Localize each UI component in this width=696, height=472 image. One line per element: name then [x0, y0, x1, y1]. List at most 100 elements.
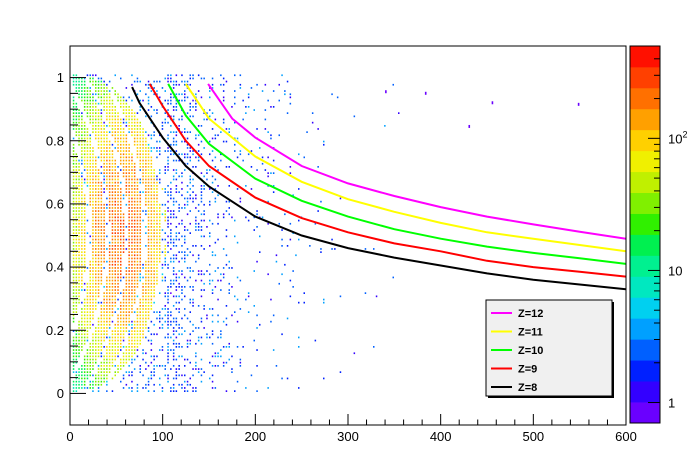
heatmap-cell: [114, 93, 116, 96]
heatmap-cell: [131, 128, 133, 130]
heatmap-cell: [145, 387, 147, 389]
y-tick-label: 0.4: [46, 260, 64, 275]
heatmap-cell: [128, 197, 130, 200]
heatmap-cell: [114, 219, 116, 222]
curve-z-8: [131, 86, 626, 291]
heatmap-cell: [81, 377, 83, 380]
heatmap-cell: [100, 314, 103, 317]
heatmap-cell: [236, 298, 239, 301]
heatmap-cell: [133, 368, 136, 370]
heatmap-cell: [86, 311, 89, 313]
heatmap-cell: [108, 263, 111, 266]
heatmap-cell: [108, 191, 111, 193]
heatmap-cell: [78, 282, 80, 285]
heatmap-cell: [317, 128, 319, 130]
heatmap-cell: [323, 298, 325, 301]
heatmap-cell: [81, 121, 83, 124]
heatmap-cell: [95, 87, 97, 89]
heatmap-cell: [89, 263, 91, 266]
heatmap-cell: [89, 162, 91, 165]
heatmap-cell: [128, 194, 130, 197]
heatmap-cell: [178, 327, 180, 329]
heatmap-cell: [145, 137, 147, 140]
heatmap-cell: [172, 87, 175, 89]
heatmap-cell: [106, 289, 108, 291]
heatmap-cell: [311, 121, 314, 124]
heatmap-cell: [256, 327, 258, 329]
heatmap-cell: [97, 276, 100, 279]
heatmap-cell: [128, 320, 130, 323]
heatmap-cell: [81, 143, 83, 146]
heatmap-cell: [164, 305, 166, 307]
heatmap-cell: [75, 260, 78, 263]
heatmap-cell: [131, 342, 133, 345]
heatmap-cell: [117, 143, 119, 146]
heatmap-cell: [267, 131, 269, 133]
heatmap-cell: [81, 197, 83, 200]
heatmap-cell: [164, 279, 166, 282]
heatmap-cell: [114, 185, 116, 187]
heatmap-cell: [125, 147, 128, 149]
heatmap-cell: [108, 241, 111, 244]
heatmap-cell: [228, 267, 230, 269]
heatmap-cell: [75, 112, 78, 114]
heatmap-cell: [150, 374, 153, 377]
heatmap-cell: [159, 140, 161, 143]
heatmap-cell: [159, 327, 161, 329]
heatmap-cell: [81, 333, 83, 336]
heatmap-cell: [175, 140, 178, 143]
heatmap-cell: [89, 147, 91, 149]
heatmap-cell: [83, 320, 86, 323]
heatmap-cell: [200, 336, 203, 339]
heatmap-cell: [122, 361, 125, 364]
heatmap-cell: [153, 131, 155, 133]
heatmap-cell: [114, 203, 116, 206]
heatmap-cell: [100, 254, 103, 257]
heatmap-cell: [89, 260, 91, 263]
heatmap-cell: [92, 80, 94, 83]
heatmap-cell: [156, 241, 158, 244]
heatmap-cell: [150, 203, 153, 206]
heatmap-cell: [128, 207, 130, 209]
heatmap-cell: [92, 273, 94, 276]
heatmap-cell: [253, 339, 255, 342]
heatmap-cell: [95, 273, 97, 276]
heatmap-cell: [164, 276, 166, 279]
heatmap-cell: [106, 349, 108, 351]
heatmap-cell: [78, 295, 80, 298]
heatmap-cell: [100, 317, 103, 320]
heatmap-cell: [106, 150, 108, 152]
heatmap-cell: [125, 188, 128, 190]
heatmap-cell: [111, 270, 114, 272]
heatmap-cell: [170, 99, 172, 102]
heatmap-cell: [86, 330, 89, 332]
heatmap-cell: [150, 232, 153, 234]
heatmap-cell: [120, 292, 122, 294]
heatmap-cell: [83, 257, 86, 260]
heatmap-cell: [284, 263, 286, 266]
heatmap-cell: [122, 232, 125, 234]
heatmap-cell: [203, 305, 205, 307]
heatmap-cell: [136, 314, 139, 317]
heatmap-cell: [97, 134, 100, 137]
heatmap-cell: [222, 140, 225, 143]
heatmap-cell: [156, 90, 158, 92]
heatmap-cell: [156, 254, 158, 257]
heatmap-cell: [108, 368, 111, 370]
heatmap-cell: [200, 226, 203, 228]
heatmap-cell: [78, 140, 80, 143]
heatmap-cell: [89, 311, 91, 313]
heatmap-cell: [75, 185, 78, 187]
colorbar-swatch: [630, 402, 660, 424]
heatmap-cell: [125, 301, 128, 304]
heatmap-cell: [78, 216, 80, 219]
heatmap-cell: [89, 327, 91, 329]
heatmap-cell: [186, 153, 189, 156]
heatmap-cell: [103, 156, 105, 159]
heatmap-cell: [281, 229, 283, 231]
heatmap-cell: [136, 80, 139, 83]
heatmap-cell: [81, 153, 83, 156]
heatmap-cell: [75, 289, 78, 291]
heatmap-cell: [97, 140, 100, 143]
heatmap-cell: [228, 282, 230, 285]
